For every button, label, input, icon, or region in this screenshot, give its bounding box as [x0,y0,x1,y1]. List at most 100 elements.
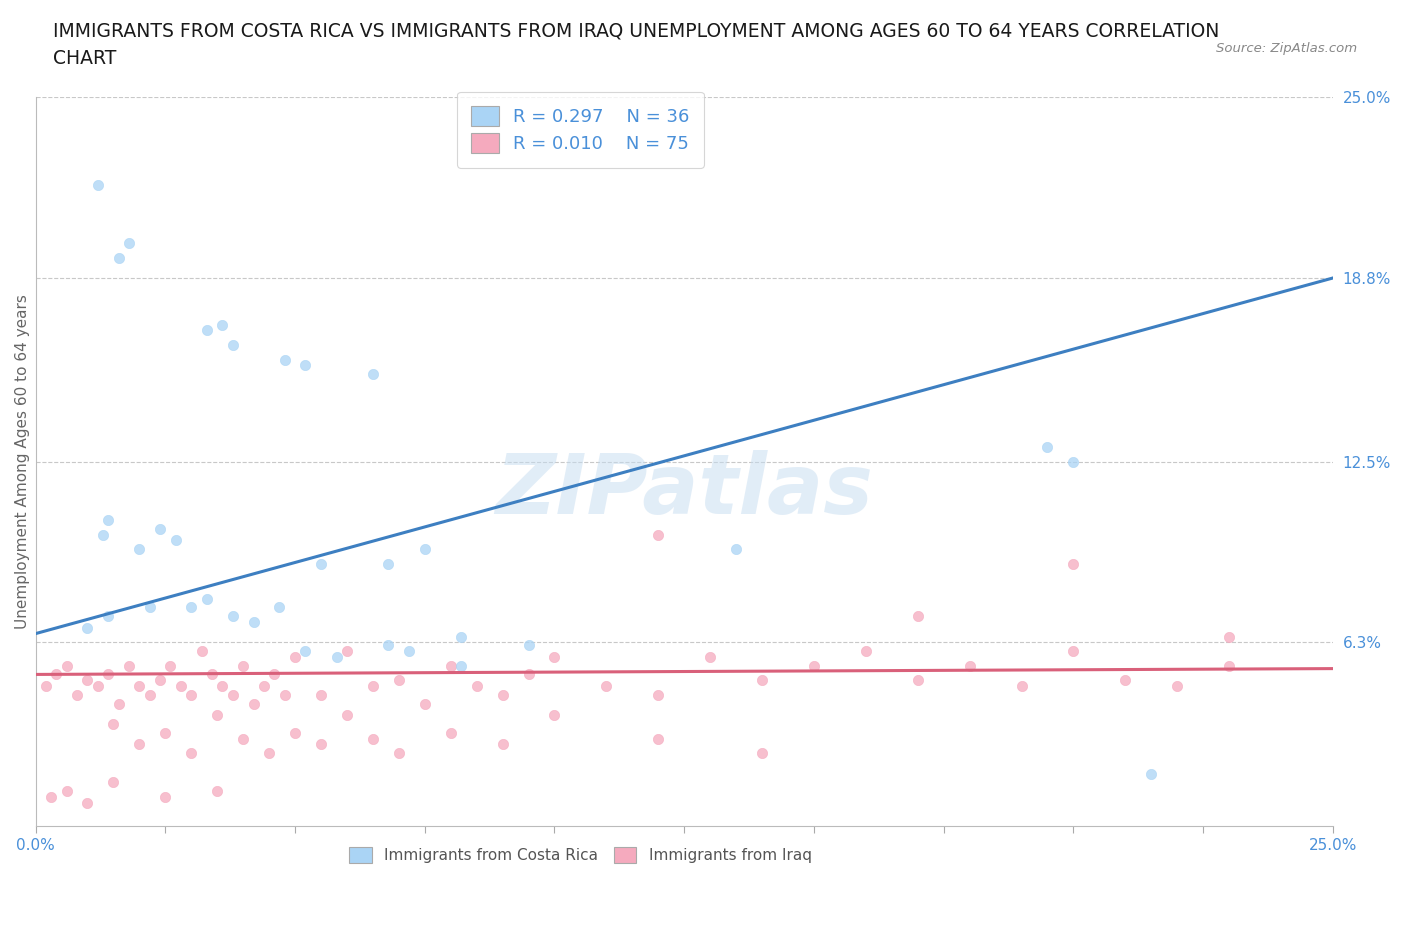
Point [35,679,58,694]
Point [491,737,513,751]
Point [103,716,125,731]
Point [1036,440,1059,455]
Point [388,746,411,761]
Point [450,629,472,644]
Point [39,790,62,804]
Point [517,667,540,682]
Point [294,358,316,373]
Point [195,323,218,338]
Legend: Immigrants from Costa Rica, Immigrants from Iraq: Immigrants from Costa Rica, Immigrants f… [343,841,818,870]
Point [1062,644,1084,658]
Point [517,638,540,653]
Point [361,366,384,381]
Point [543,708,565,723]
Point [242,697,264,711]
Point [76,620,98,635]
Point [273,687,295,702]
Point [232,731,254,746]
Point [855,644,877,658]
Point [413,697,436,711]
Point [273,352,295,367]
Point [263,667,285,682]
Text: ZIPatlas: ZIPatlas [495,450,873,531]
Point [309,556,332,571]
Point [1218,629,1240,644]
Point [242,615,264,630]
Text: CHART: CHART [53,49,117,68]
Point [269,600,291,615]
Point [180,687,202,702]
Point [149,521,172,536]
Point [128,737,150,751]
Point [76,795,98,810]
Point [725,541,748,556]
Point [165,533,187,548]
Point [180,746,202,761]
Point [595,679,617,694]
Point [103,775,125,790]
Point [1011,679,1033,694]
Point [377,556,399,571]
Point [336,708,359,723]
Point [253,679,276,694]
Point [803,658,825,673]
Point [91,527,114,542]
Point [647,731,669,746]
Point [907,609,929,624]
Point [87,178,110,193]
Point [55,658,77,673]
Point [170,679,193,694]
Point [1062,556,1084,571]
Point [647,687,669,702]
Point [128,541,150,556]
Point [309,687,332,702]
Point [465,679,488,694]
Point [1218,658,1240,673]
Point [309,737,332,751]
Point [155,790,177,804]
Point [1114,672,1136,687]
Point [222,338,245,352]
Point [440,658,463,673]
Point [440,725,463,740]
Point [907,672,929,687]
Point [128,679,150,694]
Point [205,784,228,799]
Point [959,658,981,673]
Point [377,638,399,653]
Point [543,649,565,664]
Point [155,725,177,740]
Point [66,687,89,702]
Point [361,679,384,694]
Point [201,667,224,682]
Point [159,658,181,673]
Point [45,667,67,682]
Point [751,672,773,687]
Point [211,317,233,332]
Point [325,649,347,664]
Point [107,697,129,711]
Text: Source: ZipAtlas.com: Source: ZipAtlas.com [1216,42,1357,55]
Point [1166,679,1188,694]
Point [107,250,129,265]
Point [647,527,669,542]
Point [190,644,212,658]
Point [138,687,160,702]
Point [398,644,420,658]
Point [149,672,172,687]
Point [361,731,384,746]
Point [257,746,280,761]
Point [195,591,218,606]
Point [1062,454,1084,469]
Point [388,672,411,687]
Point [222,609,245,624]
Point [211,679,233,694]
Point [222,687,245,702]
Point [205,708,228,723]
Point [97,609,120,624]
Point [294,644,316,658]
Point [284,649,307,664]
Point [450,658,472,673]
Point [97,512,120,527]
Point [138,600,160,615]
